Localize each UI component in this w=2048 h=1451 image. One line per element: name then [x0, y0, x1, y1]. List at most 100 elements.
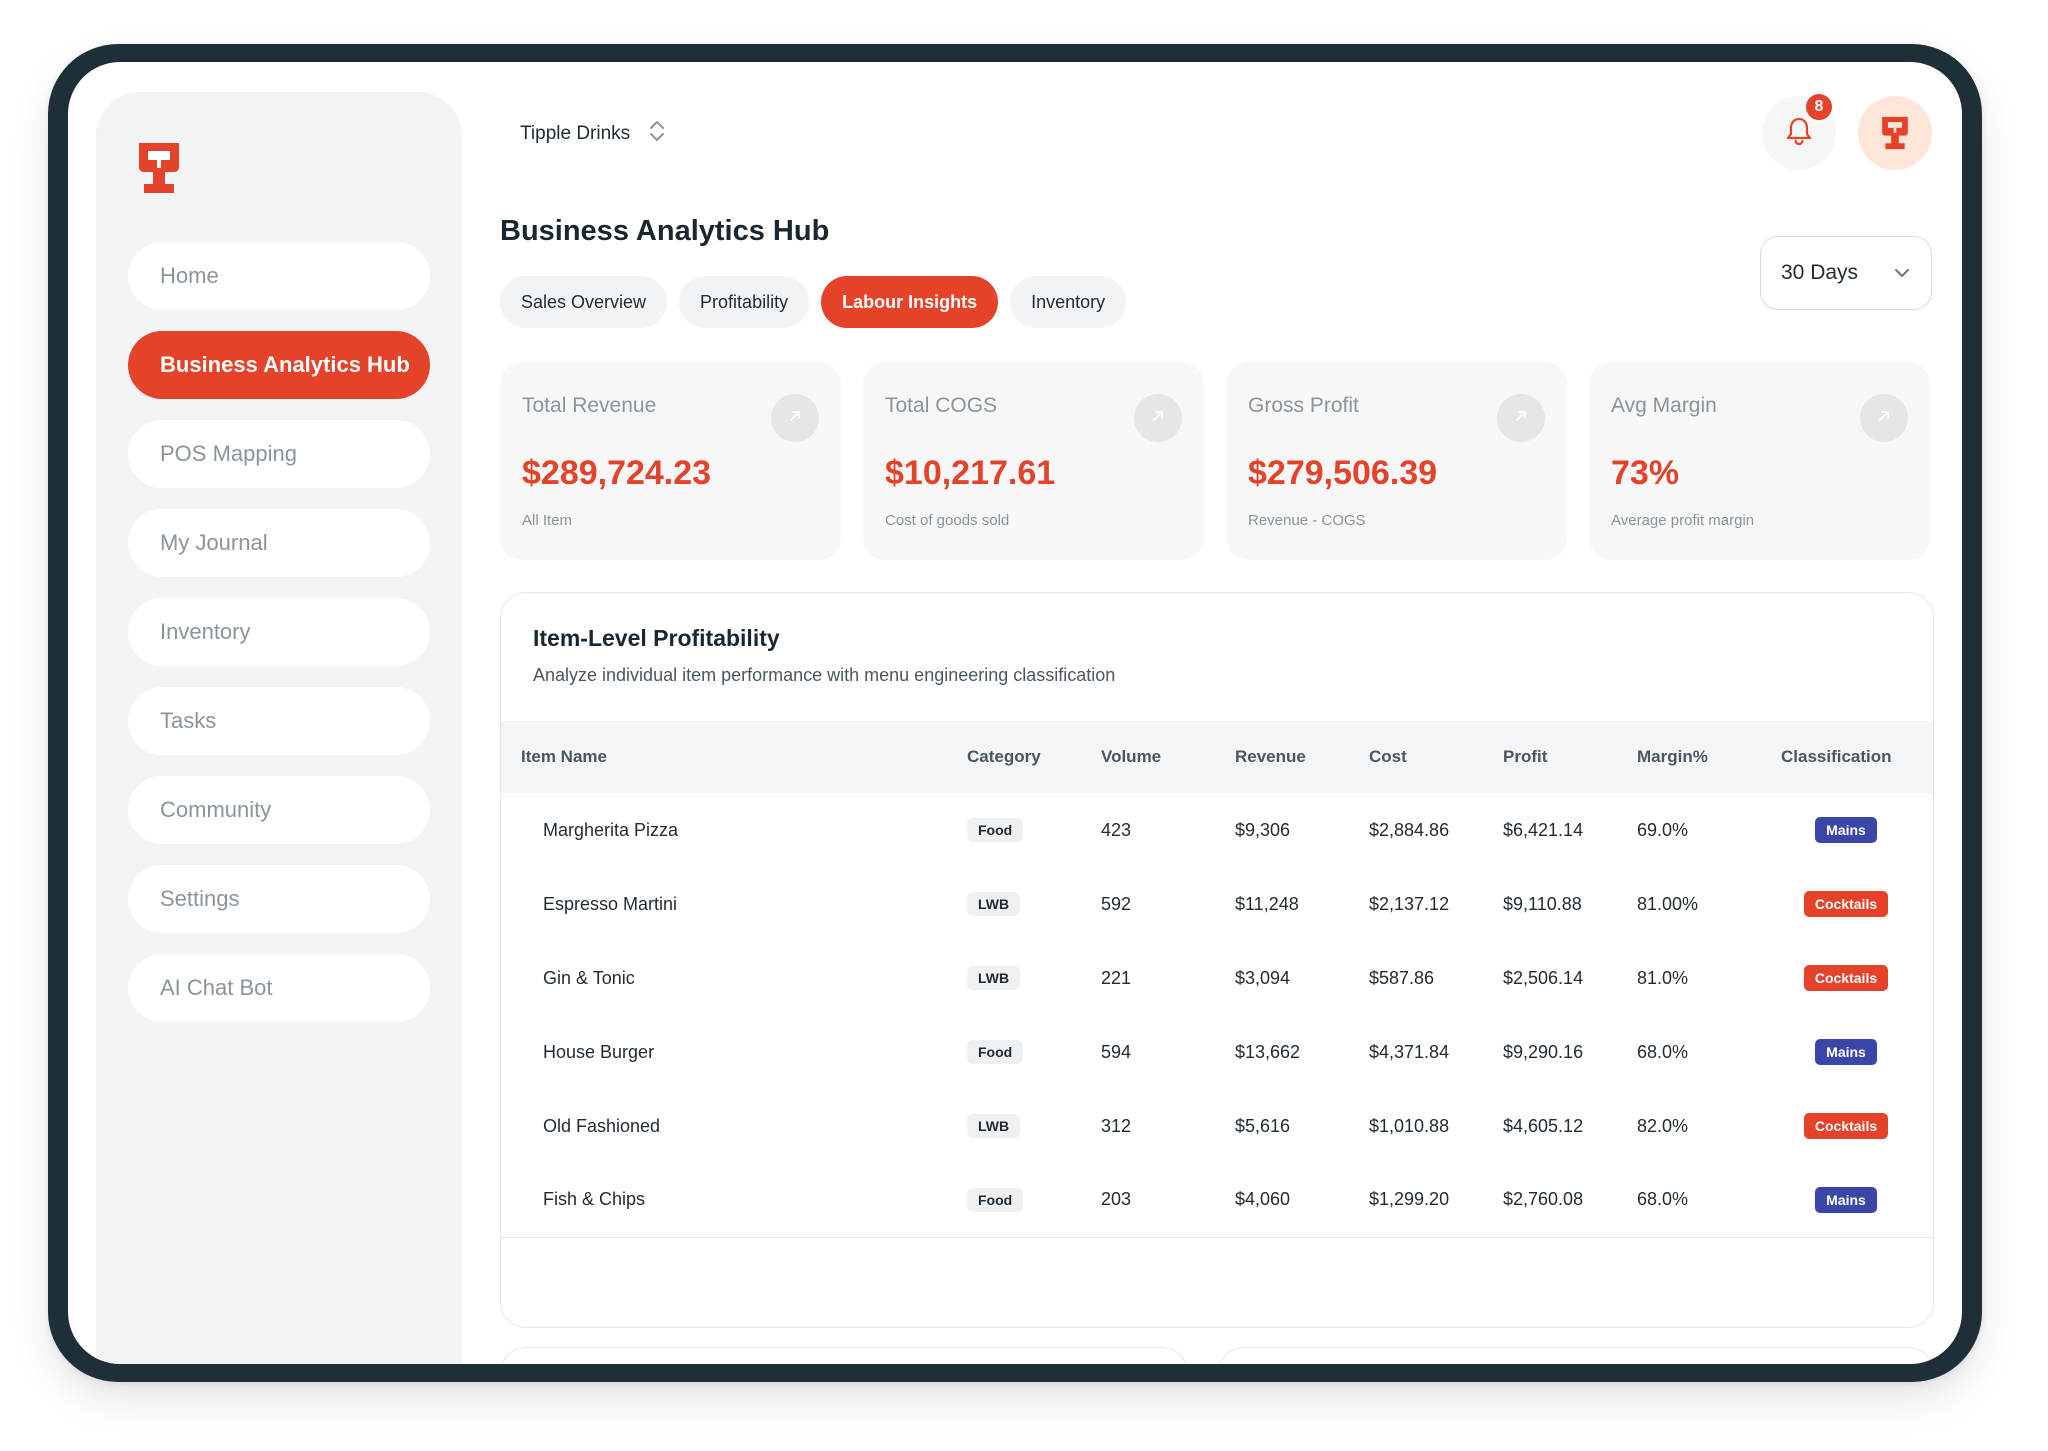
column-header-margin[interactable]: Margin%: [1637, 747, 1708, 766]
sidebar-item-business-analytics-hub[interactable]: Business Analytics Hub: [128, 331, 430, 399]
revenue-cell: $4,060: [1235, 1189, 1291, 1210]
tab-profitability[interactable]: Profitability: [679, 276, 810, 328]
category-badge: LWB: [967, 1114, 1021, 1138]
table-row[interactable]: Fish & Chips Food 203 $4,060 $1,299.20 $2,760…: [501, 1163, 1933, 1237]
classification-badge: Cocktails: [1803, 891, 1889, 917]
cost-cell: $2,884.86: [1369, 819, 1450, 840]
tab-labour-insights[interactable]: Labour Insights: [821, 276, 999, 328]
item-name: Fish & Chips: [543, 1189, 646, 1210]
page-title: Business Analytics Hub: [500, 215, 830, 247]
sidebar-item-my-journal[interactable]: My Journal: [128, 509, 430, 577]
cost-cell: $2,137.12: [1369, 893, 1450, 914]
classification-cell: Cocktails: [1771, 867, 1933, 941]
kpi-details-button[interactable]: [1497, 394, 1545, 442]
next-panel-left: [500, 1347, 1188, 1364]
item-name: Espresso Martini: [543, 893, 678, 914]
kpi-label: Total Revenue: [522, 394, 657, 417]
tab-bar: Sales Overview Profitability Labour Insigh…: [500, 276, 1127, 328]
sidebar-item-pos-mapping[interactable]: POS Mapping: [128, 420, 430, 488]
kpi-details-button[interactable]: [1860, 394, 1908, 442]
brand-logo-icon[interactable]: [136, 140, 182, 196]
category-badge: Food: [967, 1187, 1024, 1212]
sidebar-item-ai-chat-bot[interactable]: AI Chat Bot: [128, 954, 430, 1022]
volume-cell: 203: [1101, 1189, 1132, 1210]
panel-description: Analyze individual item performance with…: [533, 665, 1116, 685]
profit-cell: $6,421.14: [1503, 819, 1584, 840]
column-header-item-name[interactable]: Item Name: [521, 747, 607, 766]
column-header-volume[interactable]: Volume: [1101, 747, 1162, 766]
volume-cell: 312: [1101, 1115, 1132, 1136]
kpi-cards: Total Revenue $289,724.23 All Item Total CO…: [500, 362, 1930, 560]
item-name: Gin & Tonic: [543, 967, 635, 988]
margin-cell: 68.0%: [1637, 1041, 1689, 1062]
kpi-card-gross-profit: Gross Profit $279,506.39 Revenue - COGS: [1226, 362, 1567, 560]
panel-title: Item-Level Profitability: [533, 625, 780, 651]
tab-sales-overview[interactable]: Sales Overview: [500, 276, 668, 328]
sidebar-item-inventory[interactable]: Inventory: [128, 598, 430, 666]
kpi-value: $10,217.61: [885, 454, 1056, 492]
classification-badge: Mains: [1815, 1186, 1877, 1213]
column-header-cost[interactable]: Cost: [1369, 747, 1407, 766]
table-row[interactable]: Gin & Tonic LWB 221 $3,094 $587.86 $2,506.14 8…: [501, 941, 1933, 1015]
column-header-revenue[interactable]: Revenue: [1235, 747, 1306, 766]
kpi-card-total-cogs: Total COGS $10,217.61 Cost of goods sold: [863, 362, 1204, 560]
table-header-row: Item Name Category Volume Revenue Cost Profit…: [501, 721, 1933, 793]
column-header-classification[interactable]: Classification: [1781, 747, 1892, 766]
device-frame: Home Business Analytics Hub POS Mapping My …: [48, 44, 1982, 1382]
org-name: Tipple Drinks: [520, 123, 631, 144]
volume-cell: 594: [1101, 1041, 1132, 1062]
kpi-label: Total COGS: [885, 394, 998, 417]
sidebar-item-settings[interactable]: Settings: [128, 865, 430, 933]
table-row[interactable]: House Burger Food 594 $13,662 $4,371.84 $9,29…: [501, 1015, 1933, 1089]
kpi-card-total-revenue: Total Revenue $289,724.23 All Item: [500, 362, 841, 560]
volume-cell: 592: [1101, 893, 1132, 914]
date-range-value: 30 Days: [1781, 261, 1859, 284]
margin-cell: 81.0%: [1637, 967, 1689, 988]
kpi-subtitle: Average profit margin: [1611, 512, 1755, 529]
kpi-value: $289,724.23: [522, 454, 712, 492]
table-row[interactable]: Margherita Pizza Food 423 $9,306 $2,884.86 $6…: [501, 793, 1933, 867]
kpi-subtitle: All Item: [522, 512, 573, 529]
sidebar-item-home[interactable]: Home: [128, 242, 430, 310]
sidebar-item-community[interactable]: Community: [128, 776, 430, 844]
category-cell: Food: [967, 1163, 1101, 1237]
kpi-label: Avg Margin: [1611, 394, 1717, 417]
margin-cell: 81.00%: [1637, 893, 1699, 914]
tab-inventory[interactable]: Inventory: [1010, 276, 1127, 328]
item-name: Old Fashioned: [543, 1115, 661, 1136]
volume-cell: 221: [1101, 967, 1132, 988]
classification-cell: Cocktails: [1771, 1089, 1933, 1163]
profitability-table: Item Name Category Volume Revenue Cost Profit…: [501, 721, 1933, 1238]
arrow-up-right-icon: [1513, 408, 1529, 429]
kpi-details-button[interactable]: [771, 394, 819, 442]
category-badge: Food: [967, 1040, 1024, 1064]
arrow-up-right-icon: [1876, 408, 1892, 429]
margin-cell: 68.0%: [1637, 1189, 1689, 1210]
avatar[interactable]: [1858, 96, 1932, 170]
column-header-profit[interactable]: Profit: [1503, 747, 1548, 766]
date-range-select[interactable]: 30 Days: [1760, 236, 1932, 310]
item-name: Margherita Pizza: [543, 819, 679, 840]
category-cell: LWB: [967, 1089, 1101, 1163]
table-row[interactable]: Espresso Martini LWB 592 $11,248 $2,137.12 $9…: [501, 867, 1933, 941]
kpi-card-avg-margin: Avg Margin 73% Average profit margin: [1589, 362, 1930, 560]
cost-cell: $4,371.84: [1369, 1041, 1450, 1062]
category-cell: LWB: [967, 941, 1101, 1015]
category-cell: Food: [967, 1015, 1101, 1089]
column-header-category[interactable]: Category: [967, 747, 1041, 766]
classification-badge: Mains: [1815, 817, 1877, 843]
kpi-details-button[interactable]: [1134, 394, 1182, 442]
arrow-up-right-icon: [787, 408, 803, 429]
sidebar-item-tasks[interactable]: Tasks: [128, 687, 430, 755]
item-name: House Burger: [543, 1041, 655, 1062]
revenue-cell: $3,094: [1235, 967, 1291, 988]
kpi-value: 73%: [1611, 454, 1680, 492]
org-switcher[interactable]: Tipple Drinks: [520, 118, 666, 150]
revenue-cell: $11,248: [1235, 893, 1299, 914]
profit-cell: $2,760.08: [1503, 1189, 1584, 1210]
category-badge: LWB: [967, 966, 1021, 990]
table-row[interactable]: Old Fashioned LWB 312 $5,616 $1,010.88 $4,605…: [501, 1089, 1933, 1163]
profit-cell: $2,506.14: [1503, 967, 1584, 988]
bell-icon: [1785, 116, 1813, 151]
cost-cell: $1,010.88: [1369, 1115, 1450, 1136]
